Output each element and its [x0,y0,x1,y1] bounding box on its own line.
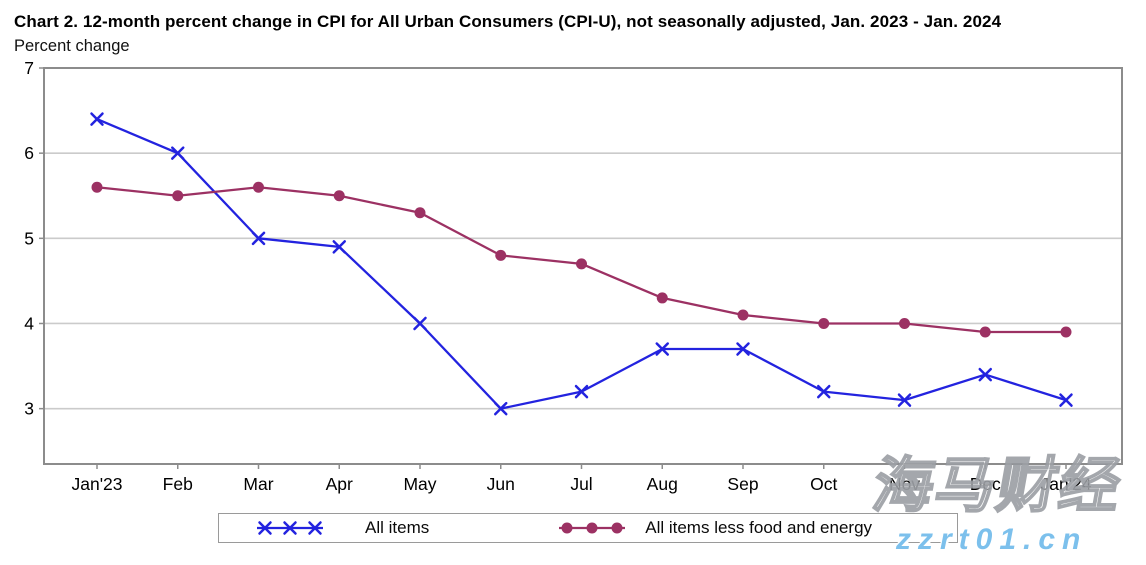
y-axis-unit-label: Percent change [14,37,130,55]
x-tick-label: Sep [727,474,758,494]
x-tick-label: Nov [889,474,920,494]
line-chart-plot-area: 3 4 5 6 7 Jan'23 Feb Mar Apr May Jun Jul Aug Sep Oct No… [24,58,1123,494]
plot-border [43,67,1123,465]
x-tick-label: Oct [810,474,837,494]
legend: All items All items less food and energy [218,513,958,543]
y-tick-label: 5 [24,228,34,248]
all-items-line-marker-icon [257,521,323,535]
y-tick-label: 4 [24,313,34,333]
y-tick-label: 3 [24,399,34,419]
x-tick-label: Aug [647,474,678,494]
x-tick-label: Feb [163,474,193,494]
chart-title: Chart 2. 12-month percent change in CPI … [14,12,1002,31]
gridlines [44,152,1122,410]
x-tick-label: May [403,474,436,494]
legend-item-core: All items less food and energy [557,518,872,538]
line-chart-svg: 3 4 5 6 7 Jan'23 Feb Mar Apr May Jun Jul Aug Sep Oct No… [24,58,1123,494]
y-tick-label: 7 [24,58,34,78]
x-tick-label: Dec [970,474,1001,494]
legend-label-all-items: All items [365,518,430,537]
x-tick-label: Apr [326,474,353,494]
core-line-marker-icon [559,522,626,534]
x-tick-label: Jan'23 [71,474,122,494]
y-tick-label: 6 [24,143,34,163]
legend-label-core: All items less food and energy [645,518,873,537]
y-axis: 3 4 5 6 7 [24,58,44,419]
legend-item-all-items: All items [255,518,429,538]
x-tick-label: Jan'24 [1040,474,1091,494]
x-tick-label: Jul [570,474,592,494]
series-all-items-less-food-and-energy [91,181,1072,338]
x-axis: Jan'23 Feb Mar Apr May Jun Jul Aug Sep Oct Nov Dec J… [71,464,1092,494]
x-tick-label: Mar [243,474,273,494]
series-all-items [90,112,1073,416]
x-tick-label: Jun [487,474,515,494]
